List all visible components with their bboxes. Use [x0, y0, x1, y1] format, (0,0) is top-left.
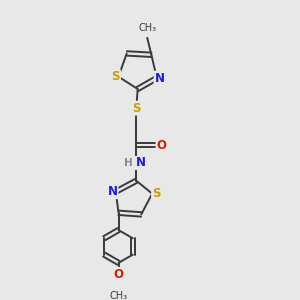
Text: S: S [112, 70, 120, 83]
Text: CH₃: CH₃ [138, 23, 156, 33]
Text: N: N [135, 156, 146, 170]
Text: S: S [152, 187, 160, 200]
Text: O: O [113, 268, 124, 281]
Text: O: O [157, 139, 166, 152]
Text: N: N [154, 72, 165, 85]
Text: CH₃: CH₃ [110, 291, 128, 300]
Text: N: N [107, 185, 118, 198]
Text: S: S [132, 102, 141, 115]
Text: H: H [124, 158, 133, 168]
